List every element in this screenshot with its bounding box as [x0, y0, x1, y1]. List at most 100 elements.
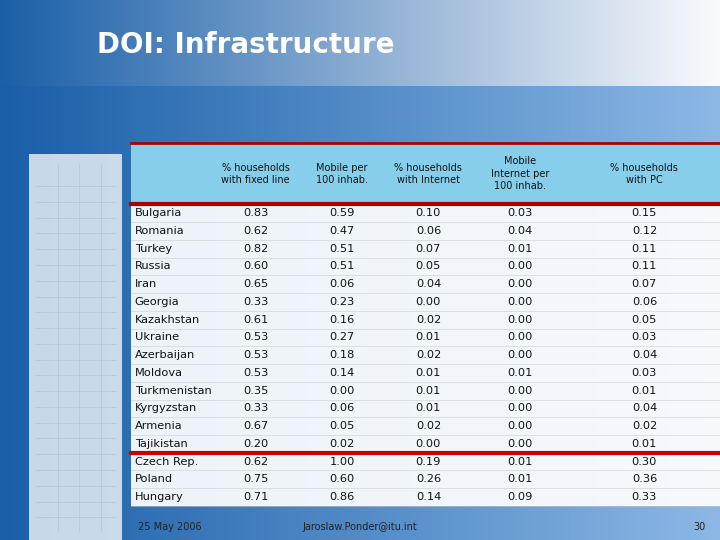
- Text: 0.06: 0.06: [329, 279, 355, 289]
- Text: 0.00: 0.00: [508, 297, 533, 307]
- Text: 0.07: 0.07: [415, 244, 441, 254]
- Text: 0.86: 0.86: [329, 492, 355, 502]
- Text: 0.10: 0.10: [415, 208, 441, 218]
- Bar: [131, 328, 720, 346]
- Text: 0.59: 0.59: [329, 208, 355, 218]
- Text: 0.11: 0.11: [631, 261, 657, 272]
- Text: 0.03: 0.03: [631, 368, 657, 378]
- Text: 0.06: 0.06: [329, 403, 355, 414]
- Text: 0.04: 0.04: [631, 350, 657, 360]
- Text: Tajikistan: Tajikistan: [135, 439, 187, 449]
- Text: 0.19: 0.19: [415, 457, 441, 467]
- Text: 0.02: 0.02: [631, 421, 657, 431]
- Text: 0.00: 0.00: [508, 333, 533, 342]
- Text: 0.03: 0.03: [631, 333, 657, 342]
- Text: 0.04: 0.04: [415, 279, 441, 289]
- Text: 0.06: 0.06: [631, 297, 657, 307]
- Text: 0.01: 0.01: [508, 457, 533, 467]
- Text: 0.65: 0.65: [243, 279, 269, 289]
- Text: 0.12: 0.12: [631, 226, 657, 236]
- Text: 0.00: 0.00: [415, 297, 441, 307]
- Text: 0.11: 0.11: [631, 244, 657, 254]
- Text: 0.09: 0.09: [508, 492, 533, 502]
- Text: 0.60: 0.60: [243, 261, 269, 272]
- Text: 0.27: 0.27: [329, 333, 355, 342]
- Bar: [29, 154, 122, 540]
- Bar: [131, 311, 720, 328]
- Text: 0.02: 0.02: [415, 421, 441, 431]
- Text: Moldova: Moldova: [135, 368, 183, 378]
- Text: % households
with Internet: % households with Internet: [395, 163, 462, 185]
- Text: DOI: Infrastructure: DOI: Infrastructure: [97, 31, 395, 59]
- Text: 0.06: 0.06: [415, 226, 441, 236]
- Text: Russia: Russia: [135, 261, 171, 272]
- Bar: [131, 453, 720, 470]
- Bar: [131, 222, 720, 240]
- Bar: [131, 204, 720, 222]
- Text: 0.33: 0.33: [243, 297, 269, 307]
- Text: 0.33: 0.33: [631, 492, 657, 502]
- Text: Ukraine: Ukraine: [135, 333, 179, 342]
- Text: Romania: Romania: [135, 226, 184, 236]
- Text: 0.67: 0.67: [243, 421, 269, 431]
- Bar: [131, 275, 720, 293]
- Text: 0.75: 0.75: [243, 474, 269, 484]
- Text: 0.53: 0.53: [243, 333, 269, 342]
- Text: 0.16: 0.16: [329, 315, 355, 325]
- Text: 0.30: 0.30: [631, 457, 657, 467]
- Text: 0.00: 0.00: [508, 261, 533, 272]
- Text: 0.03: 0.03: [508, 208, 533, 218]
- Text: Hungary: Hungary: [135, 492, 184, 502]
- Text: Czech Rep.: Czech Rep.: [135, 457, 198, 467]
- Text: 0.00: 0.00: [329, 386, 355, 396]
- Text: Mobile per
100 inhab.: Mobile per 100 inhab.: [316, 163, 368, 185]
- Text: 0.02: 0.02: [415, 350, 441, 360]
- Text: 0.61: 0.61: [243, 315, 269, 325]
- Text: 0.00: 0.00: [508, 439, 533, 449]
- Text: 0.71: 0.71: [243, 492, 269, 502]
- Text: Mobile
Internet per
100 inhab.: Mobile Internet per 100 inhab.: [491, 156, 549, 191]
- Text: 0.62: 0.62: [243, 226, 268, 236]
- Text: Jaroslaw.Ponder@itu.int: Jaroslaw.Ponder@itu.int: [302, 522, 418, 532]
- Text: 0.00: 0.00: [508, 315, 533, 325]
- Text: 0.60: 0.60: [329, 474, 355, 484]
- Bar: [131, 143, 720, 204]
- Text: 0.51: 0.51: [329, 261, 355, 272]
- Text: % households
with PC: % households with PC: [611, 163, 678, 185]
- Text: 0.01: 0.01: [508, 244, 533, 254]
- Bar: [131, 258, 720, 275]
- Text: 0.35: 0.35: [243, 386, 269, 396]
- Text: Kyrgyzstan: Kyrgyzstan: [135, 403, 197, 414]
- Bar: [131, 293, 720, 311]
- Text: Azerbaijan: Azerbaijan: [135, 350, 195, 360]
- Text: 0.26: 0.26: [416, 474, 441, 484]
- Bar: [131, 488, 720, 506]
- Text: 0.33: 0.33: [243, 403, 269, 414]
- Text: 0.01: 0.01: [508, 474, 533, 484]
- Bar: [131, 382, 720, 400]
- Text: Kazakhstan: Kazakhstan: [135, 315, 200, 325]
- Text: 0.05: 0.05: [631, 315, 657, 325]
- Text: 0.01: 0.01: [415, 368, 441, 378]
- Text: 0.62: 0.62: [243, 457, 268, 467]
- Text: 0.05: 0.05: [329, 421, 355, 431]
- Bar: [131, 364, 720, 382]
- Text: 0.00: 0.00: [508, 386, 533, 396]
- Text: 0.01: 0.01: [631, 386, 657, 396]
- Text: 0.36: 0.36: [631, 474, 657, 484]
- Text: Georgia: Georgia: [135, 297, 179, 307]
- Text: 0.83: 0.83: [243, 208, 269, 218]
- Text: 0.15: 0.15: [631, 208, 657, 218]
- Text: 0.00: 0.00: [508, 421, 533, 431]
- Text: 0.01: 0.01: [508, 368, 533, 378]
- Text: 0.51: 0.51: [329, 244, 355, 254]
- Text: Armenia: Armenia: [135, 421, 182, 431]
- Bar: [131, 435, 720, 453]
- Bar: [131, 417, 720, 435]
- Text: % households
with fixed line: % households with fixed line: [221, 163, 290, 185]
- Text: 0.14: 0.14: [329, 368, 355, 378]
- Bar: [131, 470, 720, 488]
- Text: 0.07: 0.07: [631, 279, 657, 289]
- Text: 0.18: 0.18: [329, 350, 355, 360]
- Text: 0.01: 0.01: [631, 439, 657, 449]
